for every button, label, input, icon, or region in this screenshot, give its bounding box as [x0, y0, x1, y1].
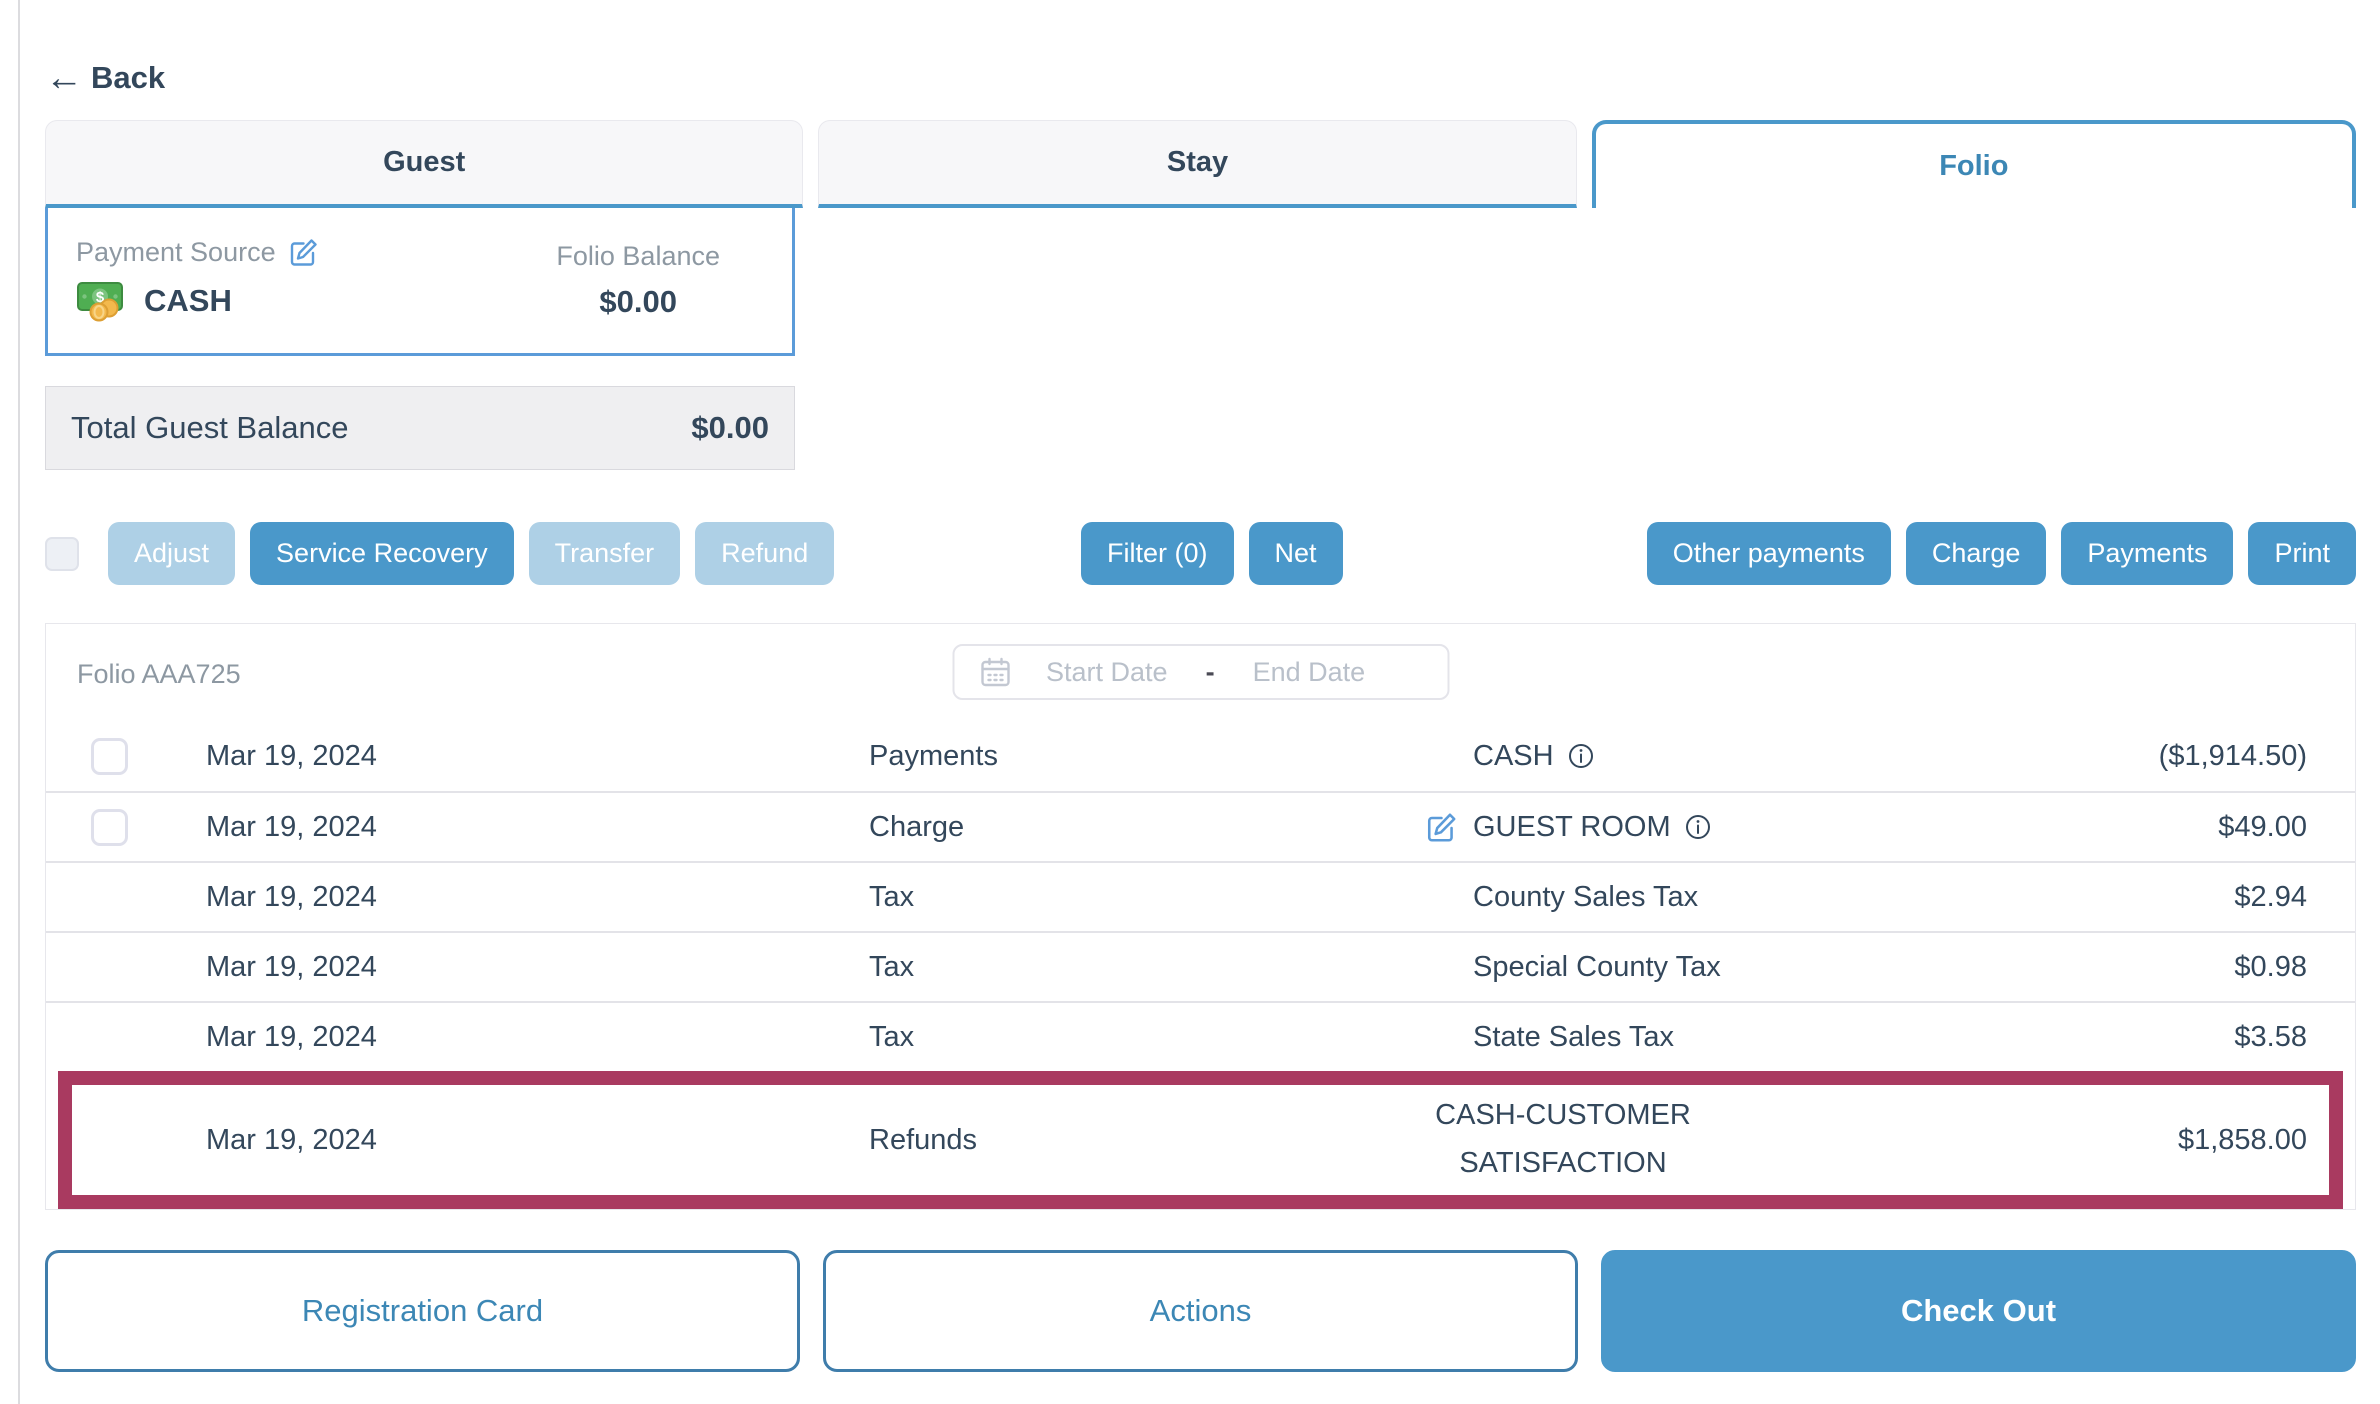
folio-panel-header: Folio AAA725 Start Date - End Date [46, 624, 2355, 721]
row-amount: $3.58 [2234, 1020, 2307, 1053]
row-date: Mar 19, 2024 [206, 810, 377, 843]
table-row-refund-cash-customer-satisfaction[interactable]: Mar 19, 2024 Refunds CASH-CUSTOMER SATIS… [72, 1085, 2329, 1195]
row-amount: $49.00 [2218, 810, 2307, 843]
row-checkbox[interactable] [91, 808, 128, 846]
edit-charge-icon[interactable] [1425, 810, 1459, 844]
back-button[interactable]: ← Back [45, 0, 205, 99]
footer-actions: Registration Card Actions Check Out [45, 1250, 2356, 1372]
row-description: State Sales Tax [1473, 1020, 1674, 1053]
row-date: Mar 19, 2024 [206, 880, 377, 913]
total-guest-balance-bar: Total Guest Balance $0.00 [45, 386, 795, 470]
info-icon[interactable] [1685, 814, 1711, 840]
check-out-button[interactable]: Check Out [1601, 1250, 2356, 1372]
back-arrow-icon: ← [45, 57, 83, 99]
actions-button[interactable]: Actions [823, 1250, 1578, 1372]
registration-card-label: Registration Card [301, 1293, 544, 1328]
row-type: Refunds [869, 1123, 978, 1156]
info-icon[interactable] [1568, 743, 1594, 769]
table-row-special-county-tax[interactable]: Mar 19, 2024 Tax Special County Tax $0.9… [46, 931, 2355, 1001]
actions-label: Actions [1149, 1293, 1252, 1328]
total-guest-balance-label: Total Guest Balance [71, 410, 349, 445]
table-row-state-sales-tax[interactable]: Mar 19, 2024 Tax State Sales Tax $3.58 [46, 1001, 2355, 1071]
row-description: Special County Tax [1473, 950, 1721, 983]
row-date: Mar 19, 2024 [206, 739, 377, 772]
net-button[interactable]: Net [1248, 522, 1343, 585]
refund-highlight-box: Mar 19, 2024 Refunds CASH-CUSTOMER SATIS… [58, 1071, 2343, 1209]
calendar-icon [978, 655, 1012, 689]
row-description: CASH [1473, 739, 1554, 772]
transfer-button[interactable]: Transfer [528, 522, 681, 585]
end-date-placeholder[interactable]: End Date [1252, 656, 1366, 687]
row-amount: ($1,914.50) [2158, 739, 2307, 772]
row-checkbox[interactable] [91, 737, 128, 775]
row-type: Payments [869, 739, 998, 772]
tab-bar: Guest Stay Folio [45, 120, 2356, 208]
charge-button[interactable]: Charge [1905, 522, 2047, 585]
filter-button[interactable]: Filter (0) [1081, 522, 1234, 585]
tab-guest[interactable]: Guest [45, 120, 804, 208]
tab-folio[interactable]: Folio [1591, 120, 2356, 208]
folio-balance-value: $0.00 [599, 283, 677, 319]
payment-source-label: Payment Source [76, 236, 276, 267]
service-recovery-button[interactable]: Service Recovery [250, 522, 514, 585]
payments-button[interactable]: Payments [2061, 522, 2234, 585]
back-label: Back [91, 60, 166, 95]
other-payments-button[interactable]: Other payments [1646, 522, 1891, 585]
table-row-payments-cash[interactable]: Mar 19, 2024 Payments CASH ($1,914.50) [46, 721, 2355, 791]
payment-source-card: Payment Source $ [45, 204, 795, 356]
folio-page: ← Back Guest Stay Folio Payment Source [45, 0, 2356, 1372]
row-date: Mar 19, 2024 [206, 1020, 377, 1053]
container-edge-divider [18, 0, 20, 1404]
folio-panel: Folio AAA725 Start Date - End Date [45, 623, 2356, 1210]
row-date: Mar 19, 2024 [206, 950, 377, 983]
table-row-county-sales-tax[interactable]: Mar 19, 2024 Tax County Sales Tax $2.94 [46, 861, 2355, 931]
date-range-separator: - [1205, 656, 1215, 687]
refund-button[interactable]: Refund [695, 522, 835, 585]
row-description: County Sales Tax [1473, 880, 1699, 913]
row-type: Tax [869, 950, 915, 983]
cash-icon: $ [76, 278, 128, 324]
print-button[interactable]: Print [2248, 522, 2356, 585]
table-row-charge-guest-room[interactable]: Mar 19, 2024 Charge GUEST ROOM [46, 791, 2355, 861]
row-description: GUEST ROOM [1473, 810, 1671, 843]
check-out-label: Check Out [1900, 1293, 2057, 1328]
tab-guest-label: Guest [383, 146, 466, 178]
edit-payment-source-icon[interactable] [288, 236, 320, 268]
start-date-placeholder[interactable]: Start Date [1046, 656, 1168, 687]
actions-toolbar: Adjust Service Recovery Transfer Refund … [45, 522, 2356, 585]
row-amount: $2.94 [2234, 880, 2307, 913]
tab-folio-label: Folio [1939, 149, 2009, 182]
row-amount: $1,858.00 [2177, 1123, 2307, 1156]
registration-card-button[interactable]: Registration Card [45, 1250, 800, 1372]
row-date: Mar 19, 2024 [206, 1123, 377, 1156]
row-type: Charge [869, 810, 965, 843]
date-range-input[interactable]: Start Date - End Date [952, 644, 1449, 700]
tab-stay-label: Stay [1166, 146, 1229, 178]
folio-title: Folio AAA725 [77, 659, 241, 689]
row-amount: $0.98 [2234, 950, 2307, 983]
folio-balance-label: Folio Balance [556, 240, 720, 271]
select-all-checkbox[interactable] [45, 536, 79, 571]
adjust-button[interactable]: Adjust [108, 522, 236, 585]
row-type: Tax [869, 1020, 915, 1053]
row-type: Tax [869, 880, 915, 913]
tab-stay[interactable]: Stay [818, 120, 1577, 208]
total-guest-balance-value: $0.00 [691, 410, 769, 445]
row-description: CASH-CUSTOMER SATISFACTION [1435, 1099, 1691, 1179]
payment-method-value: CASH [144, 283, 232, 318]
svg-text:$: $ [96, 289, 105, 306]
